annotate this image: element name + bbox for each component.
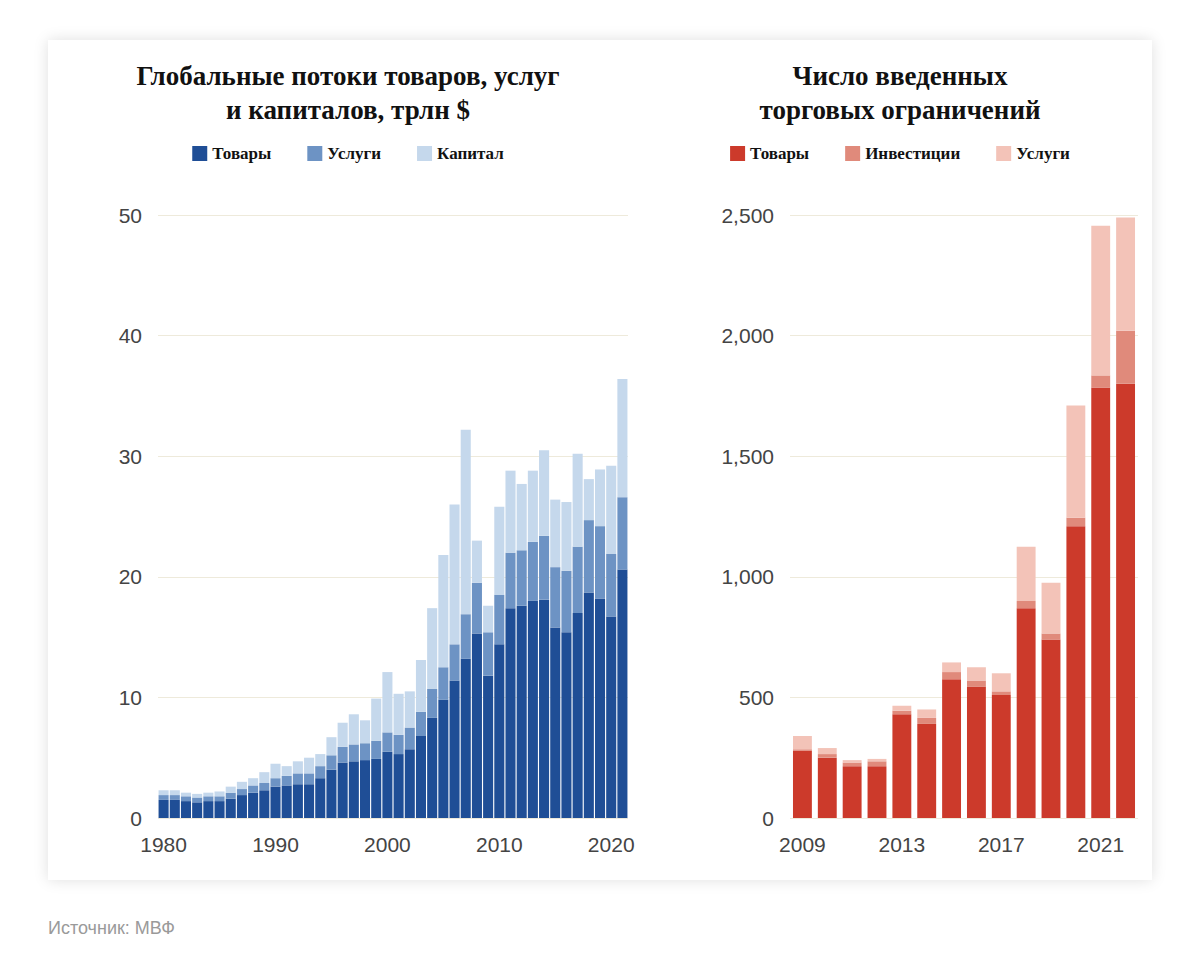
svg-text:2010: 2010 — [476, 833, 523, 856]
svg-text:2020: 2020 — [588, 833, 635, 856]
svg-text:2017: 2017 — [978, 833, 1025, 856]
svg-text:1990: 1990 — [252, 833, 299, 856]
svg-text:10: 10 — [119, 686, 142, 709]
html-text:Источник: МВФ: Источник: МВФ — [48, 918, 175, 938]
svg-text:1,000: 1,000 — [721, 565, 774, 588]
svg-text:2009: 2009 — [779, 833, 826, 856]
svg-text:Глобальные потоки товаров, усл: Глобальные потоки товаров, услуг — [136, 61, 559, 91]
svg-text:Товары: Товары — [212, 144, 271, 163]
svg-text:и капиталов, трлн $: и капиталов, трлн $ — [226, 95, 470, 125]
svg-text:1,500: 1,500 — [721, 445, 774, 468]
svg-text:торговых ограничений: торговых ограничений — [759, 95, 1040, 125]
svg-text:2000: 2000 — [364, 833, 411, 856]
svg-text:50: 50 — [119, 204, 142, 227]
svg-text:40: 40 — [119, 324, 142, 347]
svg-text:2,000: 2,000 — [721, 324, 774, 347]
svg-text:0: 0 — [762, 807, 774, 830]
svg-text:Число введенных: Число введенных — [793, 61, 1008, 91]
svg-text:Товары: Товары — [750, 144, 809, 163]
svg-text:20: 20 — [119, 565, 142, 588]
svg-text:500: 500 — [739, 686, 774, 709]
svg-text:Услуги: Услуги — [1016, 144, 1070, 163]
svg-text:2021: 2021 — [1077, 833, 1124, 856]
svg-text:2013: 2013 — [878, 833, 925, 856]
svg-text:30: 30 — [119, 445, 142, 468]
svg-text:Инвестиции: Инвестиции — [865, 144, 960, 163]
svg-text:Услуги: Услуги — [327, 144, 381, 163]
svg-text:0: 0 — [130, 807, 142, 830]
svg-text:2,500: 2,500 — [721, 204, 774, 227]
svg-text:1980: 1980 — [140, 833, 187, 856]
svg-text:Капитал: Капитал — [437, 144, 504, 163]
